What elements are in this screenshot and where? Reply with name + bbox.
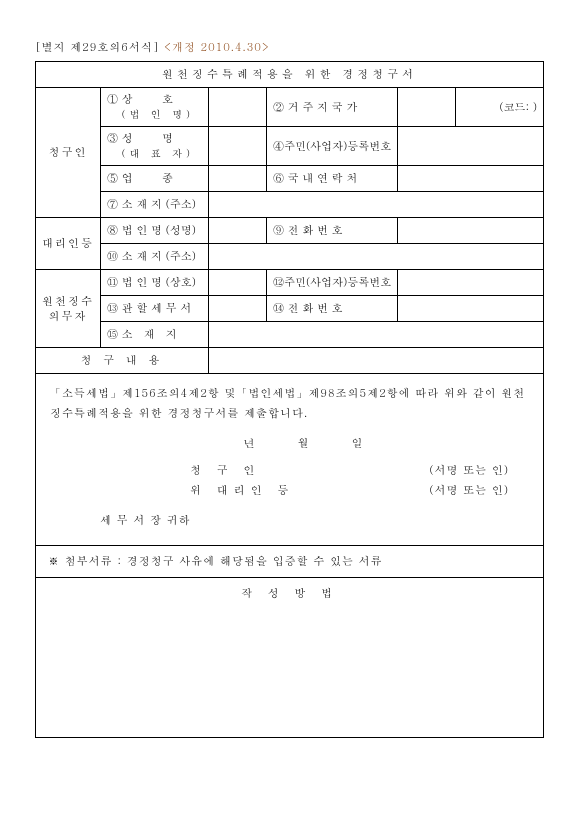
field-15-value — [209, 322, 544, 348]
form-header: [별지 제29호의6서식] <개정 2010.4.30> — [35, 40, 544, 55]
field-3-label: ③ 성 명 (대 표 자) — [101, 127, 209, 166]
field-5-value — [209, 166, 267, 192]
section-agent: 대리인등 — [36, 218, 101, 270]
form-revision: <개정 2010.4.30> — [164, 40, 270, 55]
method-title: 작 성 방 법 — [241, 586, 338, 601]
field-3-value — [209, 127, 267, 166]
field-2-code: (코드: ) — [456, 88, 544, 127]
request-content-label: 청 구 내 용 — [36, 348, 209, 374]
field-2-label: ② 거 주 지 국 가 — [267, 88, 398, 127]
section-withholder: 원천징수 의무자 — [36, 270, 101, 348]
field-12-value — [398, 270, 544, 296]
sig-mark-2: (서명 또는 인) — [429, 481, 509, 501]
field-10-value — [209, 244, 544, 270]
statement-text: 「소득세법」제156조의4제2항 및「법인세법」제98조의5제2항에 따라 위와… — [50, 384, 529, 424]
form-title: 원천징수특례적용을 위한 경정청구서 — [36, 62, 544, 88]
field-7-value — [209, 192, 544, 218]
field-11-value — [209, 270, 267, 296]
field-9-label: ⑨ 전 화 번 호 — [267, 218, 398, 244]
addressee: 세 무 서 장 귀하 — [50, 511, 529, 531]
method-block: 작 성 방 법 — [35, 578, 544, 738]
field-4-value — [398, 127, 544, 166]
field-14-value — [398, 296, 544, 322]
field-7-label: ⑦ 소 재 지 (주소) — [101, 192, 209, 218]
field-8-label: ⑧ 법 인 명 (성명) — [101, 218, 209, 244]
sig-agent: 위 대리인 등 — [190, 481, 294, 501]
sig-claimant: 청 구 인 — [190, 461, 260, 481]
field-12-label: ⑫주민(사업자)등록번호 — [267, 270, 398, 296]
field-10-label: ⑩ 소 재 지 (주소) — [101, 244, 209, 270]
field-1-label: ① 상 호 (법 인 명) — [101, 88, 209, 127]
field-6-label: ⑥ 국 내 연 락 처 — [267, 166, 398, 192]
form-ref: [별지 제29호의6서식] — [35, 40, 159, 55]
request-content-value — [209, 348, 544, 374]
field-11-label: ⑪ 법 인 명 (상호) — [101, 270, 209, 296]
field-15-label: ⑮ 소 재 지 — [101, 322, 209, 348]
field-4-label: ④주민(사업자)등록번호 — [267, 127, 398, 166]
field-2-value — [398, 88, 456, 127]
field-13-value — [209, 296, 267, 322]
field-14-label: ⑭ 전 화 번 호 — [267, 296, 398, 322]
date-line: 년 월 일 — [50, 434, 529, 454]
field-13-label: ⑬ 관 할 세 무 서 — [101, 296, 209, 322]
sig-row-agent: 위 대리인 등 (서명 또는 인) — [50, 481, 529, 501]
field-5-label: ⑤ 업 종 — [101, 166, 209, 192]
field-9-value — [398, 218, 544, 244]
sig-mark-1: (서명 또는 인) — [429, 461, 509, 481]
attachment-note: ※ 첨부서류 : 경정청구 사유에 해당됨을 입증할 수 있는 서류 — [35, 546, 544, 578]
field-1-value — [209, 88, 267, 127]
section-claimant: 청구인 — [36, 88, 101, 218]
form-table: 원천징수특례적용을 위한 경정청구서 청구인 ① 상 호 (법 인 명) ② 거… — [35, 61, 544, 374]
field-8-value — [209, 218, 267, 244]
sig-row-claimant: 청 구 인 (서명 또는 인) — [50, 461, 529, 481]
statement-block: 「소득세법」제156조의4제2항 및「법인세법」제98조의5제2항에 따라 위와… — [35, 374, 544, 546]
field-6-value — [398, 166, 544, 192]
